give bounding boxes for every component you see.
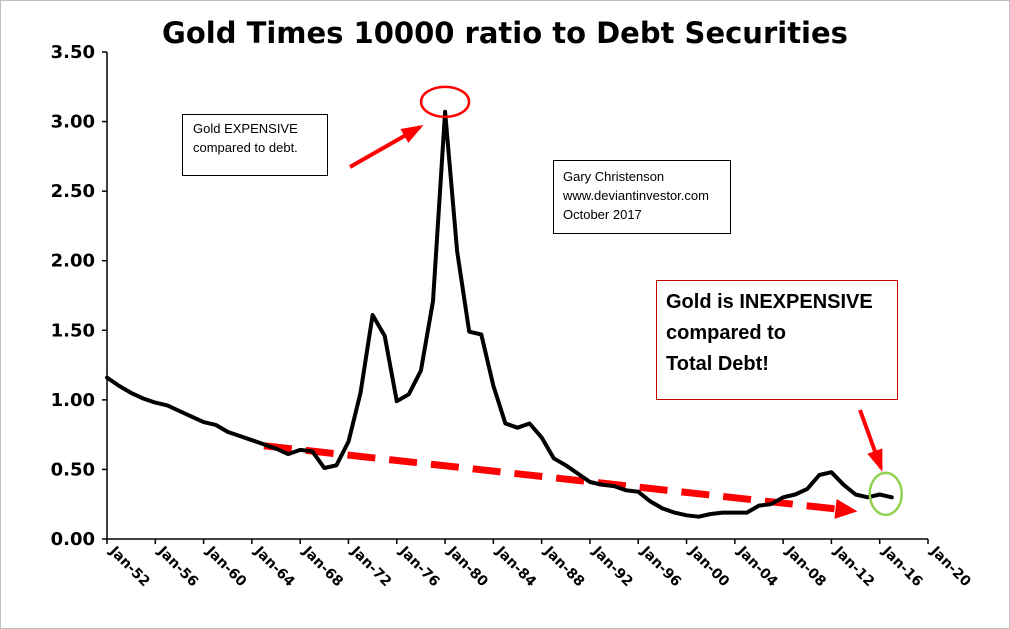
expensive-annotation: Gold EXPENSIVE compared to debt.	[182, 114, 328, 176]
credit-date: October 2017	[563, 207, 642, 222]
y-tick-label: 1.00	[51, 390, 95, 411]
y-tick-label: 3.00	[51, 112, 95, 133]
x-tick-label: Jan-20	[926, 543, 973, 590]
x-tick-label: Jan-08	[782, 543, 829, 590]
peak-circle-marker	[419, 85, 471, 119]
trendline-layer	[263, 442, 858, 519]
x-tick-label: Jan-88	[540, 543, 587, 590]
x-tick-label: Jan-64	[250, 543, 297, 590]
x-tick-label: Jan-84	[492, 543, 539, 590]
trendline	[263, 442, 844, 514]
y-tick-label: 0.50	[51, 459, 95, 480]
y-tick-label: 2.00	[51, 251, 95, 272]
current-arrow-head	[867, 448, 883, 472]
annotation-layer	[349, 85, 903, 517]
credit-website: www.deviantinvestor.com	[563, 188, 709, 203]
series-layer	[105, 109, 894, 519]
x-tick-label: Jan-00	[685, 543, 732, 590]
expensive-line-1: Gold EXPENSIVE	[193, 121, 298, 136]
x-tick-label: Jan-96	[637, 543, 684, 590]
x-tick-label: Jan-76	[395, 543, 442, 590]
trendline-arrowhead	[834, 498, 858, 519]
x-tick-label: Jan-92	[588, 543, 635, 590]
y-tick-label: 2.50	[51, 181, 95, 202]
chart-title: Gold Times 10000 ratio to Debt Securitie…	[162, 16, 848, 50]
x-tick-label: Jan-68	[299, 543, 346, 590]
x-tick-label: Jan-56	[154, 543, 201, 590]
x-tick-label: Jan-52	[105, 543, 152, 590]
inexpensive-line-2: compared to	[666, 322, 787, 344]
author-credit-box: Gary Christenson www.deviantinvestor.com…	[553, 160, 731, 234]
inexpensive-line-3: Total Debt!	[666, 353, 769, 375]
inexpensive-line-1: Gold is INEXPENSIVE	[666, 291, 873, 313]
x-tick-label: Jan-16	[878, 543, 925, 590]
credit-author: Gary Christenson	[563, 169, 665, 184]
current-circle-marker	[868, 471, 903, 517]
series-line	[105, 109, 894, 519]
x-tick-label: Jan-72	[347, 543, 394, 590]
y-tick-label: 3.50	[51, 42, 95, 63]
x-tick-label: Jan-12	[830, 543, 877, 590]
y-tick-label: 1.50	[51, 320, 95, 341]
peak-arrow-head	[400, 125, 424, 143]
x-tick-label: Jan-80	[444, 543, 491, 590]
x-tick-label: Jan-60	[202, 543, 249, 590]
inexpensive-annotation: Gold is INEXPENSIVE compared to Total De…	[656, 280, 898, 400]
x-tick-label: Jan-04	[733, 543, 780, 590]
expensive-line-2: compared to debt.	[193, 140, 298, 155]
y-tick-label: 0.00	[51, 529, 95, 550]
